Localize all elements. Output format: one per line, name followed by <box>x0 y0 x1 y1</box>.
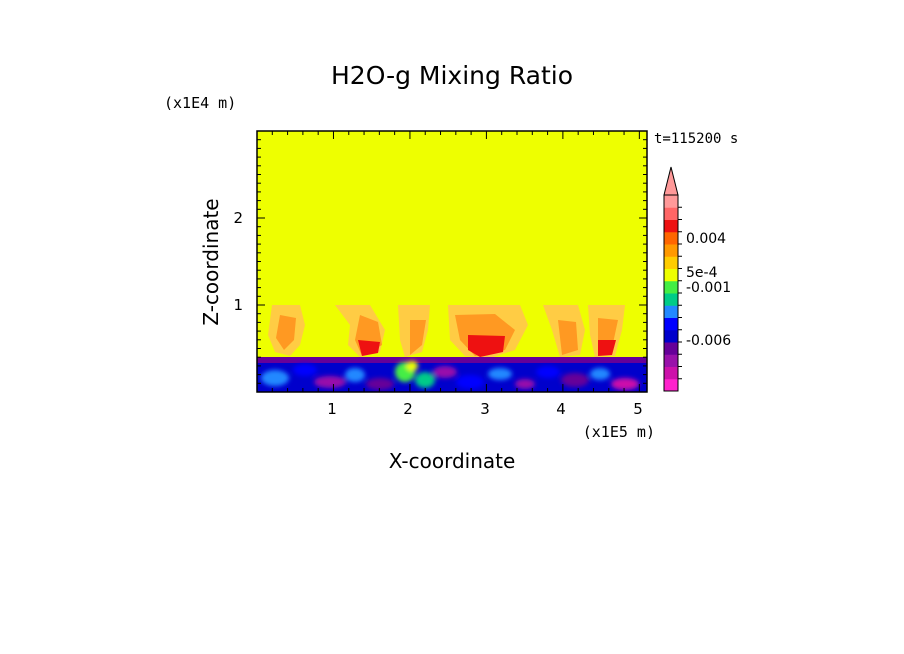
plumes <box>268 305 625 358</box>
colorbar-cell <box>664 354 678 367</box>
colorbar-cell <box>664 342 678 355</box>
colorbar-cells <box>664 195 678 392</box>
colorbar-cell <box>664 293 678 306</box>
colorbar-cell <box>664 207 678 220</box>
x-tick-label-3: 3 <box>480 400 490 418</box>
y-axis-label: Z-coordinate <box>199 198 223 325</box>
surface-top-band <box>257 357 647 363</box>
x-tick-label-5: 5 <box>633 400 643 418</box>
time-label: t=115200 s <box>654 131 738 147</box>
y-scale-label: (x1E4 m) <box>164 94 236 112</box>
colorbar-cell <box>664 305 678 318</box>
colorbar-cell <box>664 219 678 233</box>
colorbar-label-neg-0006: -0.006 <box>686 333 731 349</box>
x-tick-label-1: 1 <box>327 400 337 418</box>
plume-2-red <box>358 340 380 356</box>
x-axis-label: X-coordinate <box>389 449 516 473</box>
surface-layer <box>257 357 647 392</box>
colorbar-cell <box>664 317 678 331</box>
colorbar: 0.004 5e-4 -0.001 -0.006 <box>663 166 731 392</box>
y-tick-label-2: 2 <box>233 209 243 227</box>
colorbar-cell <box>664 231 678 245</box>
chart-title: H2O-g Mixing Ratio <box>331 61 573 90</box>
colorbar-ticks <box>678 206 682 380</box>
colorbar-cell <box>664 280 678 294</box>
x-scale-label: (x1E5 m) <box>583 423 655 441</box>
plume-5-core <box>558 320 578 355</box>
plume-1-core <box>276 315 296 350</box>
plume-3-core <box>410 320 426 355</box>
colorbar-label-5e-4: 5e-4 <box>686 265 718 281</box>
plot-area <box>257 131 647 392</box>
colorbar-cell <box>664 329 678 343</box>
colorbar-label-0004: 0.004 <box>686 231 726 247</box>
axis-ticks <box>257 131 647 392</box>
colorbar-cell <box>664 195 678 208</box>
colorbar-cell <box>664 256 678 269</box>
colorbar-cell <box>664 366 678 380</box>
x-tick-label-4: 4 <box>556 400 566 418</box>
colorbar-extend-arrow <box>663 166 679 196</box>
x-tick-label-2: 2 <box>403 400 413 418</box>
colorbar-cell <box>664 378 678 392</box>
colorbar-cell <box>664 244 678 257</box>
colorbar-label-neg-0001: -0.001 <box>686 280 731 296</box>
field-background <box>257 131 647 392</box>
surface-turbulence <box>261 361 639 390</box>
plume-4-red <box>468 335 505 357</box>
colorbar-cell <box>664 268 678 282</box>
y-tick-label-1: 1 <box>233 296 243 314</box>
plume-6-red <box>598 340 616 356</box>
